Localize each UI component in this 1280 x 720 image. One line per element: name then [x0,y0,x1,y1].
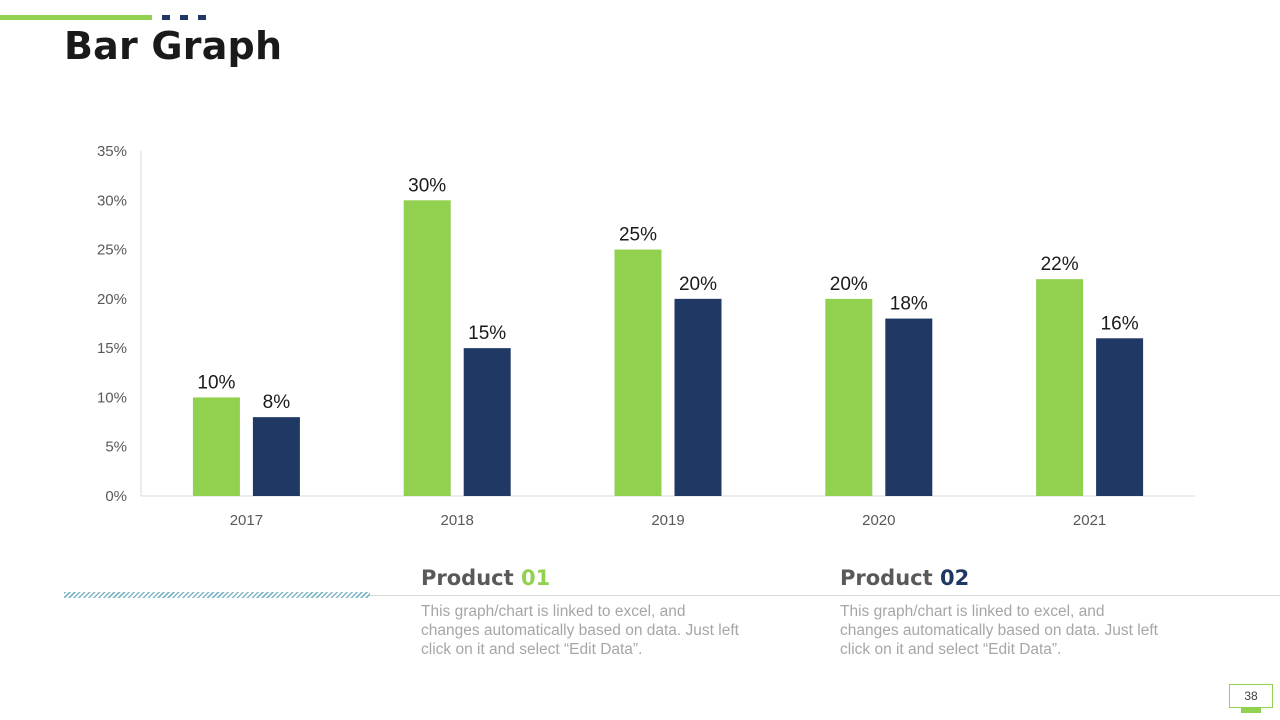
data-label: 25% [619,225,657,246]
y-tick-label: 20% [97,291,127,308]
product-01-description: This graph/chart is linked to excel, and… [421,603,739,658]
product-01-block: Product 01 This graph/chart is linked to… [421,566,741,659]
header-accent-dash [180,15,188,20]
y-tick-label: 5% [105,439,127,456]
x-tick-label: 2017 [230,512,263,529]
page-number: 38 [1229,684,1273,708]
hatched-divider [64,592,370,598]
y-tick-label: 10% [97,389,127,406]
bar-product-02 [674,298,722,496]
bar-product-02 [463,348,511,496]
bar-product-02 [252,417,300,496]
bar-product-01 [825,298,873,496]
product-02-heading: Product 02 [840,566,1160,590]
bar-product-01 [614,249,662,496]
product-02-number: 02 [939,566,970,590]
product-01-heading: Product 01 [421,566,741,590]
data-label: 22% [1041,254,1079,275]
data-label: 8% [263,392,291,413]
y-tick-label: 0% [105,488,127,505]
header-accent-dash [162,15,170,20]
product-02-block: Product 02 This graph/chart is linked to… [840,566,1160,659]
bar-product-02 [1096,338,1144,496]
data-label: 20% [830,274,868,295]
bar-product-02 [885,318,933,496]
y-tick-label: 30% [97,192,127,209]
data-label: 15% [468,323,506,344]
product-01-label: Product [421,566,514,590]
product-02-label: Product [840,566,933,590]
page-title: Bar Graph [64,24,283,68]
bar-product-01 [1036,279,1084,496]
data-label: 18% [890,294,928,315]
bar-product-01 [192,397,240,496]
product-02-description: This graph/chart is linked to excel, and… [840,603,1158,658]
x-tick-label: 2020 [862,512,895,529]
data-label: 30% [408,175,446,196]
x-tick-label: 2019 [651,512,684,529]
header-accent-bar [0,15,152,20]
product-01-number: 01 [520,566,551,590]
page-number-stand [1241,708,1261,713]
data-label: 16% [1101,313,1139,334]
bar-chart[interactable]: 0% 5% 10% 15% 20% 25% 30% 35% 2017 10% 8% 2018 30% 15… [0,0,1280,560]
data-label: 10% [197,372,235,393]
x-tick-label: 2018 [441,512,474,529]
divider-line [370,595,1280,596]
y-tick-label: 15% [97,340,127,357]
header-accent-dash [198,15,206,20]
data-label: 20% [679,274,717,295]
x-tick-label: 2021 [1073,512,1106,529]
bar-product-01 [403,200,451,497]
y-tick-label: 25% [97,242,127,259]
y-tick-label: 35% [97,143,127,160]
